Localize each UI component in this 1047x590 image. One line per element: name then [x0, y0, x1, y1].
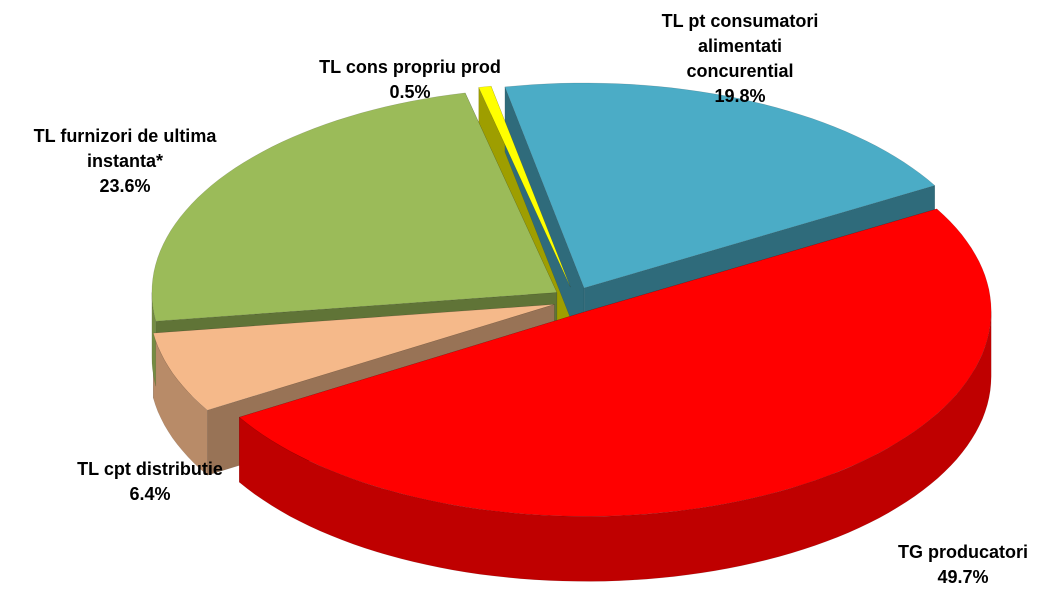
- pie-slice: [478, 85, 571, 288]
- value-label: 23.6%: [99, 176, 151, 196]
- pie-slice: [151, 92, 558, 322]
- pie-slice: [238, 208, 992, 517]
- value-label: 0.5%: [389, 82, 431, 102]
- slice-label: TL cons propriu prod 0.5%: [280, 55, 540, 105]
- pie-slice: [152, 304, 555, 411]
- value-label: 19.8%: [714, 86, 766, 106]
- value-label: 49.7%: [937, 567, 989, 587]
- slice-label: TL pt consumatori alimentati concurentia…: [650, 9, 830, 109]
- pie-slice: [504, 82, 936, 289]
- slice-label: TL cpt distributie 6.4%: [40, 457, 260, 507]
- slice-outer-side: [153, 333, 208, 476]
- slice-outer-side: [151, 292, 157, 387]
- category-label: TL cons propriu prod: [319, 57, 501, 77]
- slice-label: TG producatori 49.7%: [863, 540, 1047, 590]
- category-label: TL cpt distributie: [77, 459, 223, 479]
- slice-outer-side: [239, 311, 992, 582]
- value-label: 6.4%: [129, 484, 171, 504]
- category-label: TL furnizori de ultima instanta*: [33, 126, 217, 171]
- category-label: TL pt consumatori alimentati concurentia…: [661, 11, 819, 81]
- category-label: TG producatori: [898, 542, 1028, 562]
- slice-label: TL furnizori de ultima instanta* 23.6%: [8, 124, 243, 199]
